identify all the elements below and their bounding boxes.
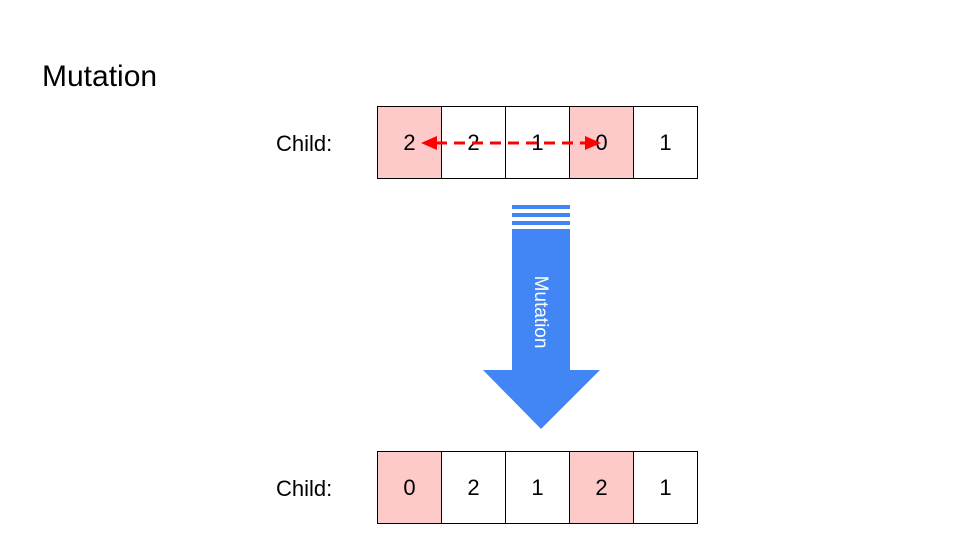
before-row-label: Child: [276, 131, 366, 157]
after-gene-cell: 1 [505, 451, 570, 524]
before-gene-cell: 0 [569, 106, 634, 179]
after-gene-cell: 2 [441, 451, 506, 524]
page-title: Mutation [42, 58, 157, 96]
before-gene-cell: 1 [633, 106, 698, 179]
before-gene-cell: 1 [505, 106, 570, 179]
after-gene-cell: 1 [633, 451, 698, 524]
after-gene-cell: 0 [377, 451, 442, 524]
before-chromosome: 2 2 1 0 1 [377, 106, 698, 179]
mutation-arrow-label: Mutation [529, 276, 551, 349]
arrow-stripe [512, 221, 570, 225]
arrow-stripe [512, 213, 570, 217]
after-row-label: Child: [276, 476, 366, 502]
after-gene-cell: 2 [569, 451, 634, 524]
after-chromosome: 0 2 1 2 1 [377, 451, 698, 524]
before-gene-cell: 2 [441, 106, 506, 179]
arrow-stripe [512, 205, 570, 209]
before-gene-cell: 2 [377, 106, 442, 179]
